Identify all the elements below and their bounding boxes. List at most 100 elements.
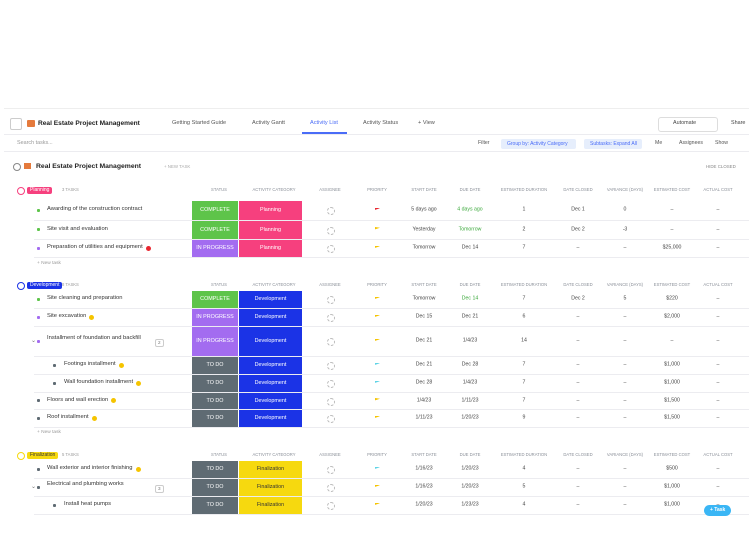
group-toggle[interactable] — [17, 187, 25, 195]
assignee-icon[interactable] — [327, 415, 335, 423]
assignee-icon[interactable] — [327, 245, 335, 253]
show-button[interactable]: Show — [715, 140, 728, 147]
filter-button[interactable]: Filter — [478, 140, 490, 147]
status-cell[interactable]: COMPLETE — [192, 200, 238, 220]
task-name[interactable]: Awarding of the construction contract — [47, 206, 143, 212]
automate-label[interactable]: Automate — [673, 120, 697, 127]
category-cell[interactable]: Planning — [239, 239, 302, 257]
status-cell[interactable]: TO DO — [192, 460, 238, 478]
priority-flag[interactable] — [375, 484, 380, 487]
subtask-count[interactable]: 3 — [155, 484, 164, 494]
priority-flag[interactable] — [375, 362, 380, 365]
category-cell[interactable]: Development — [239, 326, 302, 356]
priority-flag[interactable] — [375, 466, 380, 469]
assignee-icon[interactable] — [327, 338, 335, 346]
assignees-filter[interactable]: Assignees — [679, 140, 703, 147]
category-cell[interactable]: Development — [239, 392, 302, 409]
me-filter[interactable]: Me — [655, 140, 663, 147]
view-tab[interactable]: Activity List — [310, 120, 338, 127]
category-cell[interactable]: Finalization — [239, 460, 302, 478]
priority-flag[interactable] — [375, 380, 380, 383]
status-cell[interactable]: COMPLETE — [192, 220, 238, 239]
task-fab-label[interactable]: + Task — [710, 507, 726, 513]
group-by-label[interactable]: Group by: Activity Category — [507, 140, 568, 147]
assignee-icon[interactable] — [327, 314, 335, 322]
subtask-count[interactable]: 2 — [155, 338, 164, 348]
collapse-toggle[interactable] — [13, 163, 21, 171]
status-cell[interactable]: TO DO — [192, 409, 238, 427]
category-cell[interactable]: Development — [239, 290, 302, 308]
assignee-icon[interactable] — [327, 484, 335, 492]
expand-caret[interactable]: ⌄ — [31, 338, 37, 344]
task-name[interactable]: Site visit and evaluation — [47, 225, 108, 232]
category-cell[interactable]: Finalization — [239, 478, 302, 496]
assignee-icon[interactable] — [327, 380, 335, 388]
new-task-row[interactable]: + New task — [37, 429, 61, 435]
status-cell[interactable]: TO DO — [192, 374, 238, 392]
group-label[interactable]: Development — [27, 281, 63, 289]
status-cell[interactable]: TO DO — [192, 478, 238, 496]
priority-flag[interactable] — [375, 296, 380, 299]
task-fab[interactable] — [704, 505, 731, 516]
assignee-icon[interactable] — [327, 362, 335, 370]
task-name[interactable]: Site cleaning and preparation — [47, 295, 123, 301]
status-cell[interactable]: IN PROGRESS — [192, 308, 238, 326]
status-cell[interactable]: TO DO — [192, 392, 238, 409]
status-cell[interactable]: IN PROGRESS — [192, 326, 238, 356]
new-task-link[interactable]: + NEW TASK — [164, 163, 191, 169]
priority-flag[interactable] — [375, 338, 380, 341]
task-name[interactable]: Electrical and plumbing works — [47, 481, 124, 487]
priority-flag[interactable] — [375, 245, 380, 248]
task-name[interactable]: Installment of foundation and backfill — [47, 335, 141, 341]
category-cell[interactable]: Development — [239, 308, 302, 326]
category-cell[interactable]: Development — [239, 356, 302, 374]
view-tab[interactable]: Activity Gantt — [252, 120, 285, 127]
new-task-row[interactable]: + New task — [37, 260, 61, 266]
hide-closed[interactable]: HIDE CLOSED — [706, 163, 736, 169]
column-header: ASSIGNEE — [319, 282, 341, 287]
assignee-icon[interactable] — [327, 397, 335, 406]
task-name[interactable]: Preparation of utilities and equipment — [47, 244, 143, 250]
view-tab[interactable]: Activity Status — [363, 120, 399, 127]
subtasks-chip[interactable] — [584, 139, 642, 149]
category-cell[interactable]: Planning — [239, 220, 302, 239]
share-label[interactable]: Share — [731, 120, 746, 127]
automate-button[interactable] — [658, 117, 718, 132]
priority-flag[interactable] — [375, 314, 380, 317]
category-cell[interactable]: Development — [239, 409, 302, 427]
task-name[interactable]: Floors and wall erection — [47, 396, 109, 403]
category-cell[interactable]: Planning — [239, 200, 302, 220]
assignee-icon[interactable] — [327, 466, 335, 474]
assignee-icon[interactable] — [327, 207, 335, 215]
group-toggle[interactable] — [17, 452, 25, 460]
task-name[interactable]: Footings installment — [64, 361, 116, 367]
view-tab[interactable]: Getting Started Guide — [172, 120, 227, 127]
assignee-icon[interactable] — [327, 502, 335, 510]
status-cell[interactable]: COMPLETE — [192, 290, 238, 308]
assignee-icon[interactable] — [327, 296, 335, 304]
category-cell[interactable]: Finalization — [239, 496, 302, 514]
group-by-chip[interactable] — [501, 139, 576, 149]
status-cell[interactable]: TO DO — [192, 356, 238, 374]
task-name[interactable]: Install heat pumps — [64, 501, 112, 507]
task-name[interactable]: Site excavation — [47, 313, 87, 319]
search-input[interactable]: Search tasks... — [17, 140, 53, 147]
priority-flag[interactable] — [375, 227, 380, 230]
priority-flag[interactable] — [375, 502, 380, 505]
view-tab[interactable]: + View — [418, 120, 435, 127]
task-name[interactable]: Wall foundation installment — [64, 379, 134, 385]
priority-flag[interactable] — [375, 415, 380, 418]
status-cell[interactable]: IN PROGRESS — [192, 239, 238, 257]
task-name[interactable]: Roof installment — [47, 414, 89, 420]
task-name[interactable]: Wall exterior and interior finishing — [47, 465, 133, 471]
expand-caret[interactable]: ⌄ — [31, 484, 37, 490]
priority-flag[interactable] — [375, 207, 380, 210]
subtasks-label[interactable]: Subtasks: Expand All — [590, 140, 637, 147]
priority-flag[interactable] — [375, 398, 380, 401]
category-cell[interactable]: Development — [239, 374, 302, 392]
assignee-icon[interactable] — [327, 226, 335, 235]
status-cell[interactable]: TO DO — [192, 496, 238, 514]
group-toggle[interactable] — [17, 282, 25, 290]
group-label[interactable]: Finalization — [27, 451, 59, 459]
group-label[interactable]: Planning — [27, 186, 53, 194]
